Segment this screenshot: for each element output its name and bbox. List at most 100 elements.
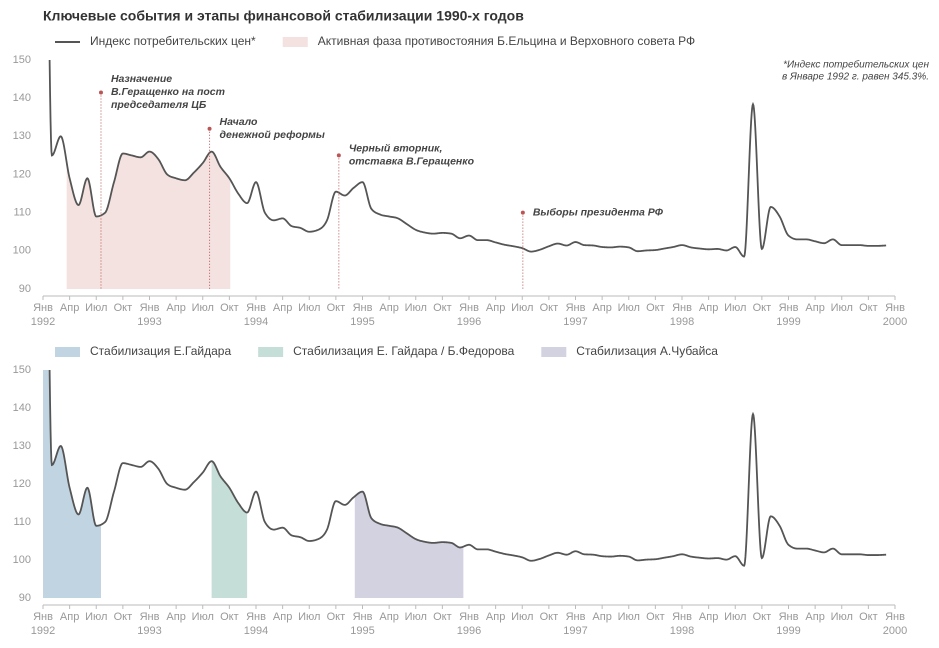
x-year-label: 1998 [670, 625, 694, 637]
y-tick-label: 130 [13, 440, 31, 452]
x-tick-label: Июл [511, 302, 533, 314]
x-tick-label: Янв [246, 611, 266, 623]
annotation-dot [207, 126, 212, 131]
regions [66, 151, 231, 289]
x-tick-label: Янв [779, 611, 799, 623]
x-year-label: 1996 [457, 625, 481, 637]
annotation-text: Начало [220, 116, 259, 128]
x-tick-label: Июл [724, 611, 746, 623]
x-tick-label: Окт [114, 302, 133, 314]
x-tick-label: Июл [831, 611, 853, 623]
x-tick-label: Апр [379, 302, 398, 314]
x-tick-label: Окт [433, 302, 452, 314]
x-tick-label: Окт [327, 302, 346, 314]
x-tick-label: Апр [699, 611, 718, 623]
x-tick-label: Апр [379, 611, 398, 623]
cpi-line [48, 370, 887, 567]
x-tick-label: Янв [885, 611, 905, 623]
x-tick-label: Янв [566, 302, 586, 314]
x-tick-label: Окт [433, 611, 452, 623]
x-tick-label: Янв [33, 611, 53, 623]
x-tick-label: Окт [540, 302, 559, 314]
x-tick-label: Янв [140, 611, 160, 623]
x-tick-label: Апр [486, 302, 505, 314]
y-tick-label: 100 [13, 245, 31, 257]
x-tick-label: Апр [166, 611, 185, 623]
x-tick-label: Апр [805, 611, 824, 623]
footnote: *Индекс потребительских цен [783, 59, 929, 71]
y-tick-label: 140 [13, 402, 31, 414]
x-year-label: 1995 [350, 625, 374, 637]
x-tick-label: Окт [646, 611, 665, 623]
x-year-label: 1999 [776, 316, 800, 328]
x-year-label: 1993 [137, 625, 161, 637]
region [211, 461, 248, 598]
legend-label: Индекс потребительских цен* [90, 34, 256, 48]
y-tick-label: 110 [13, 207, 31, 219]
region [43, 370, 101, 598]
x-year-label: 2000 [883, 316, 907, 328]
x-tick-label: Апр [592, 611, 611, 623]
legend-label: Активная фаза противостояния Б.Ельцина и… [318, 34, 695, 48]
x-tick-label: Июл [192, 611, 214, 623]
x-tick-label: Окт [327, 611, 346, 623]
x-year-label: 1994 [244, 625, 268, 637]
x-tick-label: Апр [166, 302, 185, 314]
region [354, 491, 464, 598]
footnote: в Январе 1992 г. равен 345.3%. [782, 72, 929, 83]
y-tick-label: 120 [13, 478, 31, 490]
x-tick-label: Апр [273, 611, 292, 623]
y-tick-label: 150 [13, 364, 31, 376]
y-tick-label: 140 [13, 92, 31, 104]
x-tick-label: Янв [672, 611, 692, 623]
x-tick-label: Июл [618, 611, 640, 623]
x-tick-label: Апр [486, 611, 505, 623]
x-tick-label: Апр [699, 302, 718, 314]
x-tick-label: Июл [618, 302, 640, 314]
x-tick-label: Июл [298, 611, 320, 623]
legend-label: Стабилизация А.Чубайса [576, 344, 718, 358]
y-tick-label: 90 [19, 283, 31, 295]
x-tick-label: Янв [885, 302, 905, 314]
x-tick-label: Окт [753, 302, 772, 314]
x-tick-label: Окт [540, 611, 559, 623]
x-year-label: 1996 [457, 316, 481, 328]
x-year-label: 1997 [563, 316, 587, 328]
annotation-text: денежной реформы [220, 129, 325, 141]
x-tick-label: Янв [353, 302, 373, 314]
x-year-label: 2000 [883, 625, 907, 637]
x-year-label: 1992 [31, 316, 55, 328]
legend-swatch [258, 347, 284, 357]
legend-swatch [55, 347, 80, 357]
x-year-label: 1995 [350, 316, 374, 328]
y-tick-label: 130 [13, 130, 31, 142]
legend-label: Стабилизация Е. Гайдара / Б.Федорова [293, 344, 514, 358]
x-tick-label: Июл [192, 302, 214, 314]
region [66, 151, 231, 289]
x-tick-label: Апр [60, 302, 79, 314]
annotation-dot [98, 90, 103, 95]
cpi-line [48, 60, 887, 258]
x-tick-label: Окт [646, 302, 665, 314]
x-tick-label: Июл [405, 611, 427, 623]
x-tick-label: Июл [298, 302, 320, 314]
x-tick-label: Янв [33, 302, 53, 314]
x-tick-label: Янв [672, 302, 692, 314]
regions [43, 370, 464, 598]
x-tick-label: Июл [85, 302, 107, 314]
legend-swatch [282, 37, 308, 47]
x-year-label: 1994 [244, 316, 268, 328]
y-tick-label: 110 [13, 516, 31, 528]
x-tick-label: Апр [592, 302, 611, 314]
x-tick-label: Янв [566, 611, 586, 623]
x-tick-label: Окт [753, 611, 772, 623]
x-tick-label: Апр [805, 302, 824, 314]
legend-swatch [541, 347, 567, 357]
x-tick-label: Окт [859, 302, 878, 314]
x-tick-label: Июл [405, 302, 427, 314]
annotation-text: Назначение [111, 73, 172, 85]
annotation-text: Черный вторник, [349, 143, 443, 155]
legend-label: Стабилизация Е.Гайдара [90, 344, 231, 358]
x-tick-label: Янв [246, 302, 266, 314]
annotation-text: отставка В.Геращенко [349, 156, 475, 168]
